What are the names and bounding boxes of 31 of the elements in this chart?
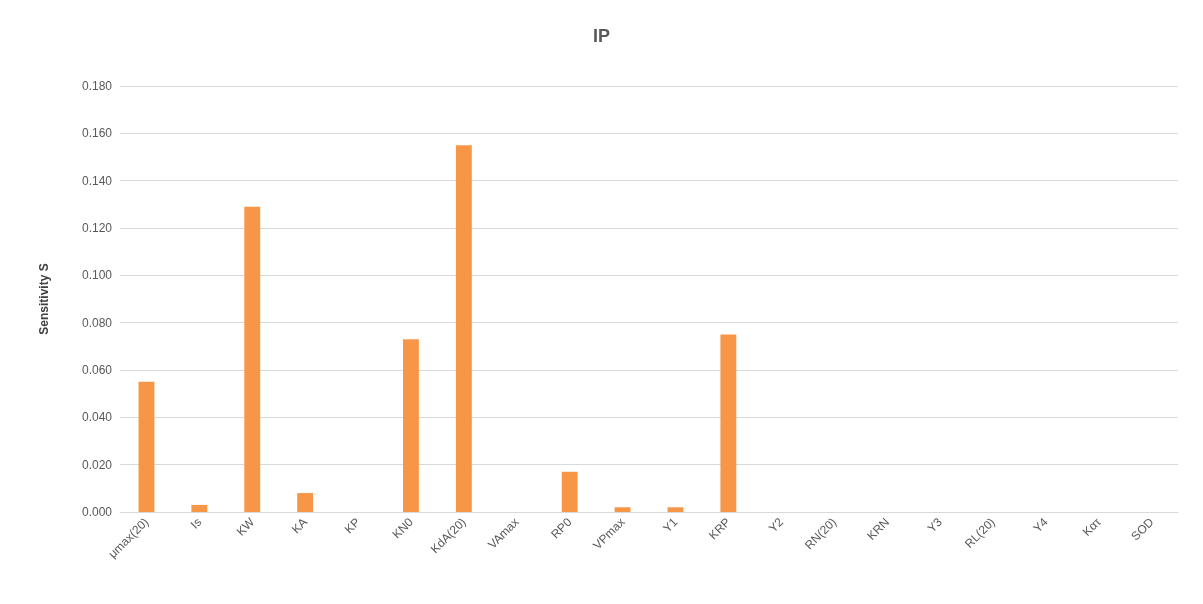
chart-title: IP bbox=[592, 26, 611, 46]
bar bbox=[455, 145, 472, 512]
bar bbox=[244, 206, 261, 512]
bar bbox=[614, 507, 631, 512]
y-tick-label: 0.120 bbox=[81, 221, 113, 235]
y-tick-label: 0.060 bbox=[81, 363, 113, 377]
y-tick-label: 0.040 bbox=[81, 410, 113, 425]
y-tick-label: 0.140 bbox=[81, 173, 113, 188]
x-tick-label: Y2 bbox=[765, 514, 787, 536]
bar bbox=[561, 471, 578, 512]
x-tick-label: Kατ bbox=[1079, 514, 1104, 539]
bar bbox=[667, 507, 684, 512]
y-tick-label: 0.080 bbox=[81, 315, 113, 330]
y-tick-label: 0.100 bbox=[81, 268, 113, 283]
y-tick-label: 0.020 bbox=[81, 457, 113, 472]
y-axis-title: Sensitivity S bbox=[37, 263, 51, 335]
x-tick-label: Y3 bbox=[924, 514, 946, 536]
x-tick-label: KP bbox=[341, 515, 363, 537]
bar bbox=[403, 339, 419, 512]
bar bbox=[720, 334, 737, 512]
bar bbox=[138, 381, 155, 512]
x-tick-label: Y4 bbox=[1030, 514, 1051, 536]
y-tick-label: 0.000 bbox=[81, 505, 113, 519]
y-tick-label: 0.180 bbox=[81, 79, 113, 93]
x-tick-label: Is bbox=[187, 515, 205, 532]
x-tick-label: KW bbox=[233, 514, 258, 539]
bar bbox=[297, 493, 314, 512]
x-tick-label: KA bbox=[288, 515, 311, 537]
bar bbox=[191, 504, 208, 512]
y-tick-label: 0.160 bbox=[81, 126, 113, 141]
x-tick-label: Y1 bbox=[660, 514, 681, 536]
